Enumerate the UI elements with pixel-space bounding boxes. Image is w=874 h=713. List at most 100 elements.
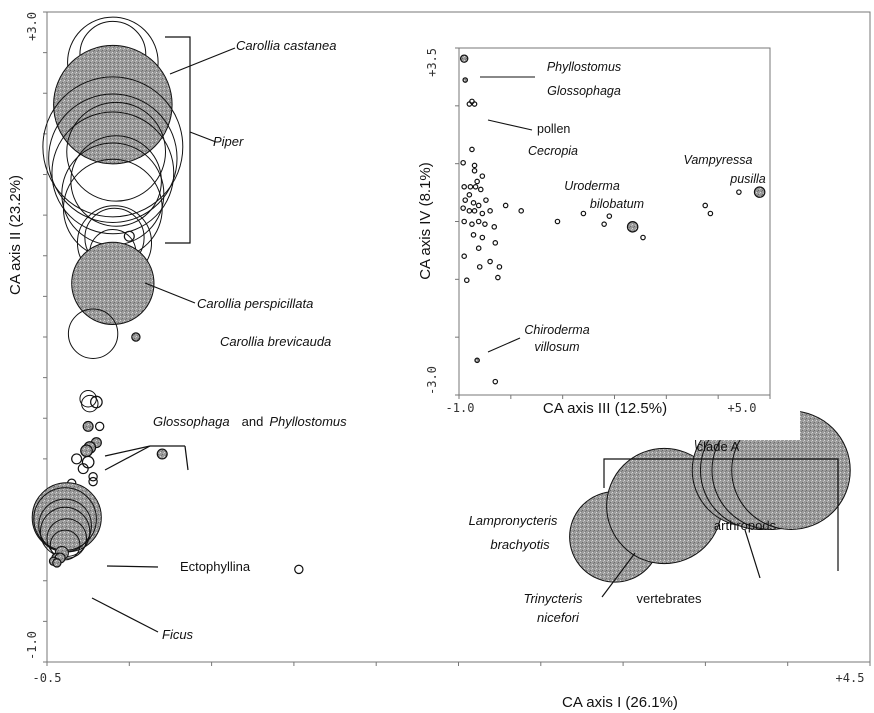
inset-point-38 xyxy=(496,264,503,270)
main-point-16 xyxy=(131,332,141,342)
inset-label-glossophaga: Glossophaga xyxy=(547,84,621,98)
inset-point-36 xyxy=(461,253,467,260)
inset-point-39 xyxy=(476,264,483,270)
inset-point-47 xyxy=(640,234,646,241)
x-tick-label-right: +4.5 xyxy=(836,671,865,685)
label-carollia-castanea: Carollia castanea xyxy=(236,38,336,53)
inset-point-0 xyxy=(459,54,469,63)
inset-point-25 xyxy=(502,202,509,209)
main-chart: +3.0 -1.0 -0.5 +4.5 CA axis II (23.2%) C… xyxy=(7,11,871,711)
inset-y-tick-bottom: -3.0 xyxy=(425,366,439,395)
inset-label-villosum: villosum xyxy=(534,340,579,354)
main-point-13 xyxy=(123,230,135,242)
inset-background xyxy=(400,40,800,440)
inset-point-13 xyxy=(472,184,479,190)
inset-point-17 xyxy=(470,200,477,206)
main-point-28 xyxy=(77,463,89,475)
inset-y-tick-top: +3.5 xyxy=(425,48,439,77)
inset-point-28 xyxy=(469,221,475,227)
inset-label-vampyressa: Vampyressa xyxy=(683,153,752,167)
inset-x-tick-left: -1.0 xyxy=(446,401,475,415)
inset-point-51 xyxy=(753,186,766,198)
label-phyllostomus: Phyllostomus xyxy=(269,414,347,429)
inset-point-11 xyxy=(461,184,467,190)
main-point-25 xyxy=(156,448,168,460)
main-point-23 xyxy=(80,444,93,458)
label-lampronycteris: Lampronycteris xyxy=(469,513,558,528)
inset-point-20 xyxy=(460,205,466,211)
inset-axis-ticks xyxy=(455,47,771,399)
main-point-20 xyxy=(82,420,94,432)
inset-point-52 xyxy=(474,357,480,364)
label-glossophaga-phyllostomus: Glossophaga and Phyllostomus xyxy=(153,414,347,429)
inset-point-19 xyxy=(483,197,489,203)
inset-point-34 xyxy=(492,240,499,246)
inset-point-32 xyxy=(470,232,477,238)
inset-point-9 xyxy=(479,173,486,179)
main-point-19 xyxy=(90,395,103,409)
main-point-37 xyxy=(46,518,88,559)
inset-chart: +3.5 -3.0 -1.0 +5.0 CA axis IV (8.1%) CA… xyxy=(400,40,800,440)
main-point-43 xyxy=(52,558,62,568)
label-nicefori: nicefori xyxy=(537,610,580,625)
label-and: and xyxy=(242,414,264,429)
inset-point-26 xyxy=(518,208,525,214)
y-tick-label-bottom: -1.0 xyxy=(25,631,39,660)
inset-label-uroderma: Uroderma xyxy=(564,179,620,193)
inset-point-1 xyxy=(462,77,469,83)
inset-point-40 xyxy=(463,277,470,284)
inset-point-44 xyxy=(606,213,613,219)
inset-point-48 xyxy=(702,202,709,209)
main-point-17 xyxy=(79,390,97,408)
y-tick-label-top: +3.0 xyxy=(25,12,39,41)
inset-point-45 xyxy=(601,221,607,227)
main-point-3 xyxy=(42,76,184,218)
main-point-6 xyxy=(51,111,175,235)
inset-point-53 xyxy=(492,378,499,385)
inset-point-24 xyxy=(487,208,493,214)
inset-point-31 xyxy=(491,224,498,230)
x-tick-label-left: -0.5 xyxy=(33,671,62,685)
y-axis-label: CA axis II (23.2%) xyxy=(7,175,24,295)
inset-label-pusilla: pusilla xyxy=(729,172,765,186)
inset-point-23 xyxy=(479,210,486,217)
inset-point-21 xyxy=(466,208,473,214)
main-point-14 xyxy=(71,241,155,326)
inset-point-27 xyxy=(461,218,467,225)
label-carollia-brevicauda: Carollia brevicauda xyxy=(220,334,331,349)
inset-point-12 xyxy=(467,184,474,190)
inset-label-phyllostomus: Phyllostomus xyxy=(547,60,621,74)
main-point-29 xyxy=(88,472,98,482)
inset-point-42 xyxy=(554,218,561,225)
inset-callouts xyxy=(480,76,535,353)
inset-x-tick-right: +5.0 xyxy=(728,401,757,415)
main-points xyxy=(31,16,851,583)
inset-point-7 xyxy=(460,159,466,166)
inset-point-14 xyxy=(477,186,484,193)
inset-point-49 xyxy=(707,210,714,217)
main-point-30 xyxy=(88,476,98,487)
inset-label-chiroderma: Chiroderma xyxy=(524,323,589,337)
inset-point-35 xyxy=(475,245,482,251)
inset-point-50 xyxy=(736,189,742,195)
main-callouts xyxy=(91,36,839,633)
inset-point-4 xyxy=(471,101,478,107)
inset-x-axis-label: CA axis III (12.5%) xyxy=(543,400,667,417)
main-point-7 xyxy=(70,135,162,227)
inset-point-8 xyxy=(471,167,478,174)
label-carollia-perspicillata: Carollia perspicillata xyxy=(197,296,313,311)
inset-point-15 xyxy=(466,192,473,198)
inset-points xyxy=(459,54,766,385)
main-point-18 xyxy=(81,394,99,413)
label-clade-a: clade A xyxy=(697,439,740,454)
inset-point-30 xyxy=(482,221,488,227)
main-point-44 xyxy=(294,564,304,575)
main-point-2 xyxy=(53,44,173,165)
label-ficus: Ficus xyxy=(162,627,194,642)
main-point-26 xyxy=(71,453,83,465)
inset-y-axis-label: CA axis IV (8.1%) xyxy=(417,162,434,280)
inset-point-6 xyxy=(471,162,478,169)
label-vertebrates: vertebrates xyxy=(636,591,702,606)
inset-point-22 xyxy=(471,208,478,214)
